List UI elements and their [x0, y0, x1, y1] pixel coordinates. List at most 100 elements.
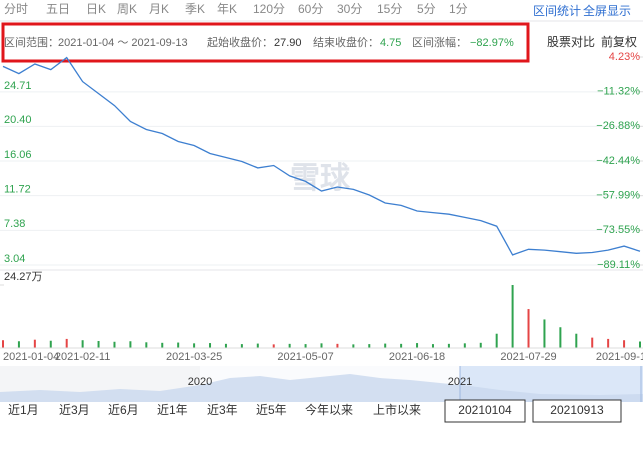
quick-range[interactable]: 近3月 — [59, 403, 90, 417]
volume-bar — [224, 343, 227, 348]
range-value: 2021-01-04 ～ 2021-09-13 — [58, 37, 188, 49]
tab[interactable]: 分时 — [4, 2, 28, 16]
volume-bar — [639, 341, 641, 348]
x-tick-label: 2021-02-11 — [55, 351, 110, 363]
price-line — [2, 56, 641, 256]
tab[interactable]: 30分 — [337, 2, 362, 16]
volume-bar — [161, 342, 164, 348]
tab[interactable]: 120分 — [253, 2, 285, 16]
navigator — [0, 366, 643, 402]
tab[interactable]: 60分 — [298, 2, 323, 16]
highlight-box — [1, 22, 530, 63]
navigator-year: 2020 — [188, 376, 212, 388]
volume-bar — [33, 339, 36, 348]
y2-tick-label: −57.99% — [596, 190, 640, 202]
tab[interactable]: 月K — [149, 2, 169, 16]
volume-bar — [527, 309, 530, 348]
range-label: 区间范围： — [4, 35, 59, 49]
volume-bar — [431, 344, 434, 348]
date-input-value[interactable]: 20210913 — [550, 403, 604, 417]
end-close: 4.75 — [380, 37, 401, 49]
volume-bar — [368, 344, 371, 348]
y-tick-label: 11.72 — [4, 184, 31, 196]
volume-bar — [352, 344, 355, 348]
volume-bar — [209, 343, 212, 348]
date-input[interactable] — [444, 399, 526, 423]
y2-tick-label: −26.88% — [596, 120, 640, 132]
end-label: 结束收盘价： — [313, 35, 379, 49]
volume-bar — [416, 343, 419, 348]
tab[interactable]: 1分 — [449, 2, 468, 16]
y-tick-label: 16.06 — [4, 149, 32, 161]
volume-bar — [320, 343, 323, 348]
quick-range[interactable]: 近6月 — [108, 403, 139, 417]
volume-bar — [479, 342, 482, 348]
volume-bar — [511, 285, 514, 348]
volume-bar — [463, 343, 466, 348]
volume-bar — [240, 344, 243, 348]
x-tick-label: 2021-03-25 — [166, 351, 222, 363]
tab[interactable]: 周K — [117, 2, 137, 16]
date-input-value[interactable]: 20210104 — [458, 403, 512, 417]
volume-bar — [336, 343, 339, 348]
volume-bar — [65, 338, 68, 348]
date-input[interactable] — [532, 399, 622, 423]
volume-bar — [49, 340, 52, 348]
volume-bar — [193, 343, 196, 348]
x-tick-label: 2021-05-07 — [277, 351, 333, 363]
tab[interactable]: 日K — [86, 2, 106, 16]
volume-bar — [2, 340, 4, 348]
volume-bar — [559, 327, 562, 348]
tab[interactable]: 季K — [185, 2, 205, 16]
volume-bar — [543, 319, 546, 348]
volume-bar — [272, 344, 275, 348]
tab[interactable]: 5分 — [417, 2, 436, 16]
volume-bar — [17, 341, 20, 348]
y-tick-label: 3.04 — [4, 253, 25, 265]
tab[interactable]: 年K — [217, 2, 237, 16]
tab[interactable]: 15分 — [377, 2, 402, 16]
x-tick-label: 2021-07-29 — [500, 351, 556, 363]
quick-range[interactable]: 近3年 — [207, 403, 238, 417]
start-close: 27.90 — [274, 37, 302, 49]
tool-button[interactable]: 区间统计 — [533, 4, 581, 18]
x-tick-label: 2021-01-04 — [3, 351, 59, 363]
quick-range[interactable]: 近5年 — [256, 403, 287, 417]
y-tick-label: 7.38 — [4, 218, 25, 230]
quick-range[interactable]: 近1年 — [157, 403, 188, 417]
action-button[interactable]: 前复权 — [601, 34, 637, 49]
y2-tick-label: 4.23% — [609, 51, 640, 63]
volume-bar — [591, 337, 594, 348]
volume-bar — [97, 340, 100, 348]
change-value: −82.97% — [470, 37, 514, 49]
volume-bar — [288, 343, 291, 348]
action-button[interactable]: 股票对比 — [547, 35, 595, 49]
volume-bar — [81, 340, 84, 348]
y-tick-label: 20.40 — [4, 114, 32, 126]
volume-bar — [113, 341, 116, 348]
navigator-year: 2021 — [448, 376, 472, 388]
x-tick-label: 2021-09-13 — [596, 351, 643, 363]
volume-bar — [607, 338, 610, 348]
volume-bar — [177, 342, 180, 348]
quick-range[interactable]: 今年以来 — [305, 402, 353, 417]
quick-range[interactable]: 近1月 — [8, 403, 39, 417]
tool-button[interactable]: 全屏显示 — [583, 3, 631, 18]
volume-tick-label: 24.27万 — [4, 271, 43, 283]
x-tick-label: 2021-06-18 — [389, 351, 445, 363]
y2-tick-label: −73.55% — [596, 224, 640, 236]
tab[interactable]: 五日 — [46, 2, 70, 16]
navigator-area — [0, 374, 643, 402]
volume-bar — [145, 342, 148, 348]
start-label: 起始收盘价： — [207, 35, 273, 49]
volume-bar — [129, 341, 132, 348]
change-label: 区间涨幅： — [412, 36, 467, 49]
volume-bar — [400, 343, 403, 348]
volume-bar — [495, 333, 498, 348]
volume-bar — [575, 333, 578, 348]
y2-tick-label: −11.32% — [597, 86, 640, 98]
volume-bar — [623, 340, 626, 348]
watermark: 雪球 — [290, 162, 351, 195]
quick-range[interactable]: 上市以来 — [373, 402, 421, 417]
